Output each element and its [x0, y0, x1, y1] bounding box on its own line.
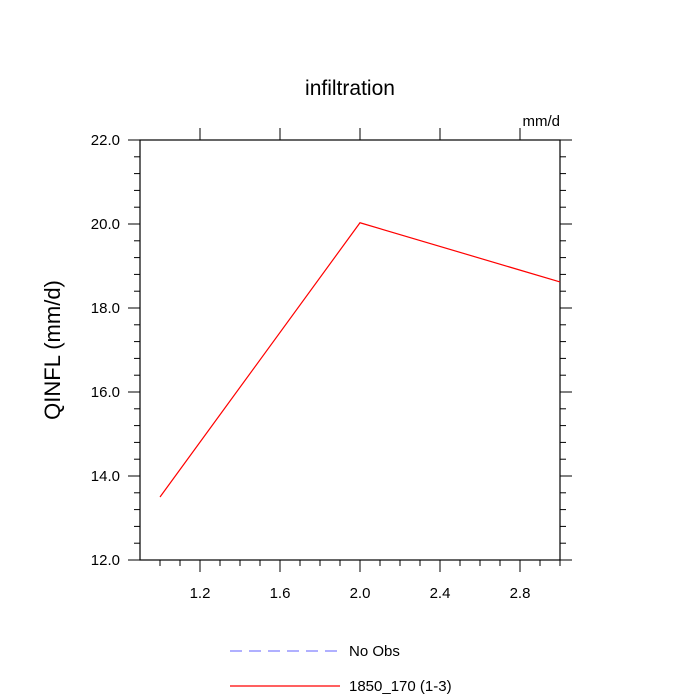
- legend-label: 1850_170 (1-3): [349, 678, 452, 695]
- y-tick-label: 14.0: [91, 468, 120, 485]
- legend: No Obs 1850_170 (1-3): [230, 643, 452, 695]
- chart-title: infiltration: [305, 77, 395, 100]
- y-axis-ticks: 12.0 14.0 16.0 18.0 20.0 22.0: [91, 132, 572, 569]
- x-tick-label: 1.6: [270, 585, 291, 602]
- y-tick-label: 22.0: [91, 132, 120, 149]
- x-tick-label: 2.4: [430, 585, 451, 602]
- x-axis-ticks: 1.2 1.6 2.0 2.4 2.8: [159, 128, 561, 602]
- y-tick-label: 16.0: [91, 384, 120, 401]
- series-layer: [159, 222, 561, 498]
- legend-label: No Obs: [349, 643, 400, 660]
- x-tick-label: 2.0: [350, 585, 371, 602]
- units-label: mm/d: [523, 113, 561, 130]
- series-line: [159, 222, 561, 498]
- x-tick-label: 2.8: [510, 585, 531, 602]
- y-tick-label: 12.0: [91, 552, 120, 569]
- y-tick-label: 18.0: [91, 300, 120, 317]
- y-axis-label: QINFL (mm/d): [40, 280, 65, 420]
- plot-frame: [139, 139, 561, 561]
- y-tick-label: 20.0: [91, 216, 120, 233]
- x-tick-label: 1.2: [190, 585, 211, 602]
